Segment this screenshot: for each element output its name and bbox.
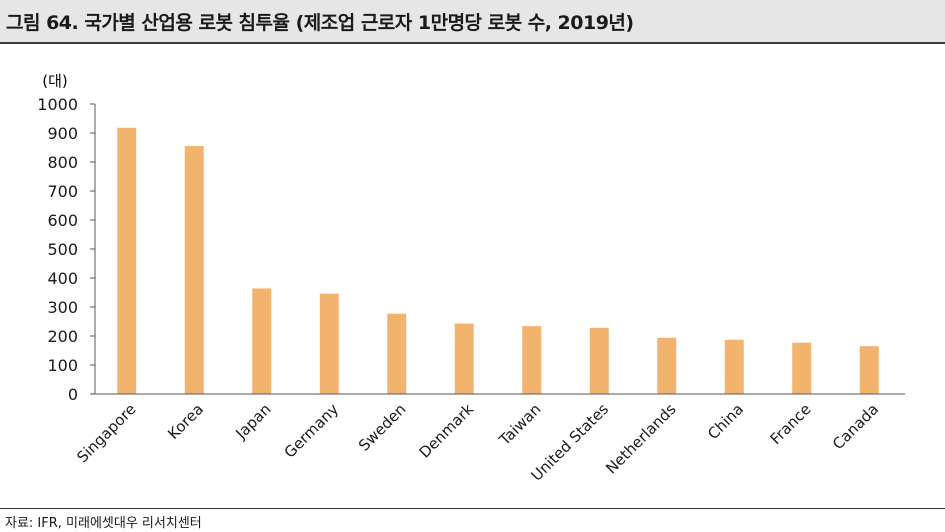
y-tick-label: 200 bbox=[47, 327, 78, 346]
y-axis-ticks: 0 100 200 300 400 500 600 700 800 900 1000 bbox=[37, 95, 95, 404]
y-tick-label: 300 bbox=[47, 298, 78, 317]
y-tick-label: 800 bbox=[47, 153, 78, 172]
y-tick-label: 700 bbox=[47, 182, 78, 201]
x-tick-label: Canada bbox=[829, 400, 882, 453]
bar-japan bbox=[252, 288, 272, 394]
x-tick-label: Korea bbox=[164, 400, 207, 443]
x-tick-label: China bbox=[704, 400, 747, 443]
x-tick-label: France bbox=[767, 400, 815, 448]
bar-taiwan bbox=[522, 326, 542, 394]
x-tick-label: Japan bbox=[232, 400, 275, 443]
bar-singapore bbox=[117, 127, 137, 394]
bar-canada bbox=[859, 346, 879, 394]
source-note: 자료: IFR, 미래에셋대우 리서치센터 bbox=[5, 516, 202, 531]
chart-area: (대) 0 100 200 300 400 500 600 700 800 900 1000 Sin… bbox=[0, 44, 945, 510]
x-axis-labels: Singapore Korea Japan Germany Sweden Denmark T… bbox=[73, 400, 882, 485]
bar-china bbox=[724, 339, 744, 394]
bar-denmark bbox=[454, 323, 474, 394]
bars-group bbox=[117, 127, 879, 394]
bar-united-states bbox=[589, 327, 609, 394]
bar-chart: (대) 0 100 200 300 400 500 600 700 800 900 1000 Sin… bbox=[37, 72, 905, 485]
bar-korea bbox=[184, 146, 204, 394]
x-tick-label: Taiwan bbox=[495, 400, 545, 450]
x-tick-label: Denmark bbox=[416, 400, 478, 462]
x-tick-label: Sweden bbox=[355, 400, 410, 455]
y-tick-label: 1000 bbox=[37, 95, 78, 114]
bar-germany bbox=[319, 293, 339, 394]
y-tick-label: 600 bbox=[47, 211, 78, 230]
y-tick-label: 0 bbox=[68, 385, 78, 404]
y-tick-label: 900 bbox=[47, 124, 78, 143]
y-tick-label: 100 bbox=[47, 356, 78, 375]
x-tick-label: Singapore bbox=[73, 400, 139, 466]
title-bar: 그림 64. 국가별 산업용 로봇 침투율 (제조업 근로자 1만명당 로봇 수… bbox=[0, 0, 945, 44]
bar-netherlands bbox=[657, 337, 677, 394]
footer-divider bbox=[0, 508, 945, 509]
y-tick-label: 400 bbox=[47, 269, 78, 288]
bar-sweden bbox=[387, 313, 407, 394]
bar-france bbox=[792, 342, 812, 394]
chart-title: 그림 64. 국가별 산업용 로봇 침투율 (제조업 근로자 1만명당 로봇 수… bbox=[6, 12, 634, 34]
x-tick-label: Germany bbox=[281, 400, 343, 462]
y-tick-label: 500 bbox=[47, 240, 78, 259]
x-tick-label: Netherlands bbox=[602, 400, 680, 478]
y-axis-unit-label: (대) bbox=[42, 72, 68, 90]
